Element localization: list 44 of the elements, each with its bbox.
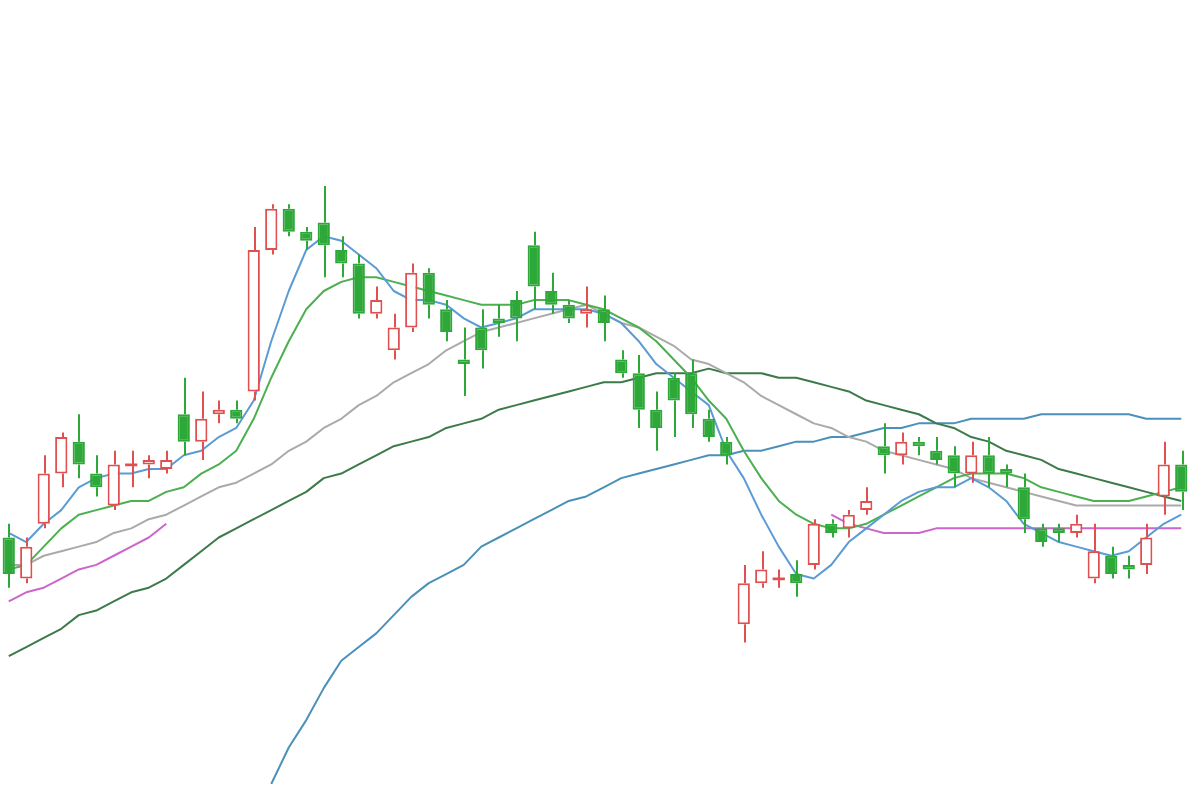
candlestick	[790, 559, 803, 598]
candlestick	[720, 436, 733, 466]
candlestick	[440, 299, 453, 343]
candlestick	[72, 413, 85, 480]
candlestick	[422, 267, 435, 320]
candlestick	[825, 518, 838, 539]
candlestick	[492, 303, 505, 338]
candlestick	[1052, 522, 1065, 544]
candlestick	[282, 203, 295, 238]
candlestick	[930, 436, 943, 466]
candlestick	[195, 390, 208, 461]
candlestick	[1087, 522, 1100, 585]
candlestick	[737, 563, 750, 644]
candlestick	[580, 285, 593, 329]
candlestick	[90, 454, 103, 498]
candlestick	[457, 326, 470, 397]
candlestick	[37, 454, 50, 530]
candlestick	[317, 185, 330, 279]
candlestick	[2, 522, 15, 589]
candlestick	[615, 349, 628, 379]
candlestick	[685, 358, 698, 429]
candlestick	[247, 226, 260, 402]
candlestick	[877, 422, 890, 475]
candlestick	[475, 308, 488, 370]
candlestick	[1000, 463, 1013, 489]
candlestick	[352, 253, 365, 320]
candlestick	[632, 353, 645, 429]
candlestick	[405, 262, 418, 334]
candlestick	[300, 226, 313, 251]
candlestick	[1140, 522, 1153, 576]
candlestick	[177, 376, 190, 457]
candlestick	[265, 203, 278, 256]
candlestick	[1017, 472, 1030, 534]
candlestick	[667, 372, 680, 439]
candlestick	[55, 431, 68, 489]
candlestick	[107, 449, 120, 512]
candlestick	[1175, 449, 1188, 512]
candlestick	[20, 536, 33, 585]
candlestick	[387, 312, 400, 361]
candlestick	[807, 518, 820, 571]
candlestick	[1157, 440, 1170, 516]
candlestick	[230, 399, 243, 425]
candlestick	[527, 230, 540, 311]
candlestick	[562, 299, 575, 324]
